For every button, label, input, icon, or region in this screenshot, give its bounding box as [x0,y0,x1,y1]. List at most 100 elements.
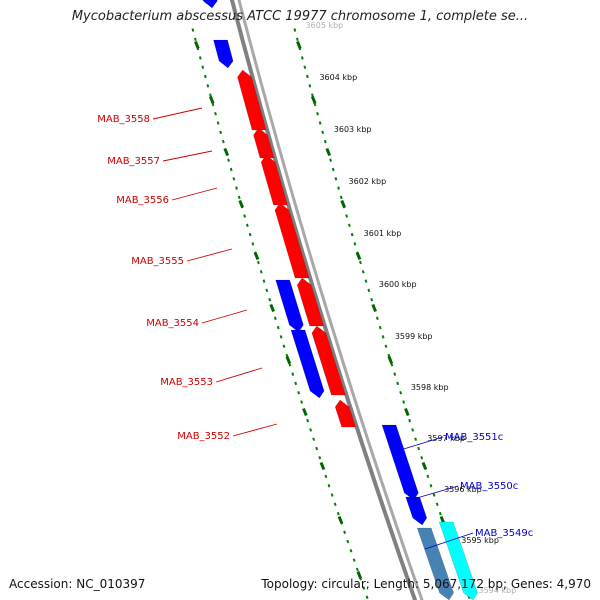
tick-dot [349,549,353,553]
tick-dot [201,65,205,69]
tick-dot [346,539,350,544]
major-tick [310,95,317,105]
tick-dot [268,297,272,302]
gene-arrow[interactable] [405,496,428,526]
tick-dot [293,28,297,32]
tick-dot [399,390,403,395]
kbp-tick-label: 3601 kbp [364,229,402,238]
tick-dot [337,186,340,190]
backbone-line [229,0,418,600]
tick-dot [291,372,295,376]
backbone-line [237,0,424,600]
tick-dot [381,335,385,339]
major-tick [302,407,308,417]
major-tick [356,570,363,580]
tick-dot [429,483,433,488]
major-tick [319,461,326,471]
tick-dot [311,93,314,97]
tick-dot [259,270,263,274]
leader-line [201,309,248,324]
gene-label[interactable]: MAB_3558 [97,114,150,125]
tick-dot [353,242,357,246]
major-tick [371,303,377,313]
tick-dot [355,567,359,572]
leader-line [171,187,218,201]
tick-dot [339,195,343,200]
tick-dot [393,372,397,376]
tick-dot [420,456,424,460]
gene-label[interactable]: MAB_3550c [460,481,518,492]
gene-arrow[interactable] [416,527,454,600]
gene-label[interactable]: MAB_3554 [146,318,199,329]
tick-dot [333,502,337,507]
tick-dot [364,279,368,283]
tick-dot [219,130,223,135]
tick-dot [334,177,338,181]
major-tick [337,515,344,525]
tick-dot [414,437,418,441]
tick-dot [384,344,388,348]
leader-line [215,367,263,383]
tick-dot [262,279,266,283]
tick-dot [438,511,442,516]
tick-dot [318,456,322,460]
tick-dot [365,595,369,600]
tick-dot [294,381,298,386]
major-tick [355,251,362,261]
gene-label[interactable]: MAB_3549c [475,528,533,539]
gene-arrow[interactable] [237,69,267,131]
tick-dot [235,186,238,190]
gene-arrow[interactable] [290,329,325,399]
tick-dot [273,316,277,321]
tick-dot [352,558,356,562]
tick-dot [343,530,347,534]
kbp-tick-label: 3602 kbp [349,177,387,186]
tick-dot [312,437,316,441]
kbp-tick-label: 3605 kbp [306,21,344,30]
gene-label[interactable]: MAB_3557 [107,156,160,167]
kbp-labels: 3605 kbp 3604 kbp 3603 kbp 3602 kbp 3601 kbp… [306,21,517,595]
kbp-tick-label: 3597 kbp [427,434,465,443]
tick-dot [305,74,309,79]
major-tick [223,147,230,157]
kbp-tick-label: 3600 kbp [379,280,417,289]
gene-arrow[interactable] [275,279,304,333]
tick-dot [237,195,241,200]
gene-label[interactable]: MAB_3552 [177,431,230,442]
gene-arrow[interactable] [311,325,346,396]
gene-arrow[interactable] [381,424,419,501]
gene-arrow[interactable] [202,0,218,9]
tick-dot [214,111,217,116]
gene-label[interactable]: MAB_3553 [160,377,213,388]
leader-line [396,436,444,452]
tick-dot [318,121,322,125]
kbp-tick-label: 3603 kbp [334,125,372,134]
gene-label[interactable]: MAB_3555 [131,256,184,267]
genome-summary-text: Topology: circular; Length: 5,067,172 bp… [261,577,591,591]
major-tick [340,199,346,209]
major-tick [285,355,292,365]
tick-dot [316,111,319,116]
tick-dot [308,84,312,88]
gene-arrow[interactable] [334,399,357,428]
gene-arrow[interactable] [213,39,234,69]
tick-dot [411,428,415,432]
gene-label[interactable]: MAB_3551c [445,432,503,443]
major-tick [253,251,260,261]
tick-dot [306,418,310,423]
map-title: Mycobacterium abscessus ATCC 19977 chrom… [71,9,529,24]
tick-dot [198,56,202,60]
major-tick [269,303,275,313]
kbp-tick-label: 3595 kbp [461,536,499,545]
tick-dot [276,325,280,330]
gene-features [202,0,478,600]
tick-dot [402,400,406,404]
gene-label[interactable]: MAB_3556 [116,195,169,206]
tick-dot [193,37,197,42]
leader-line [152,107,203,120]
leader-line [232,423,278,437]
tick-dot [206,84,210,88]
accession-text: Accession: NC_010397 [9,577,146,591]
tick-dot [348,223,351,228]
